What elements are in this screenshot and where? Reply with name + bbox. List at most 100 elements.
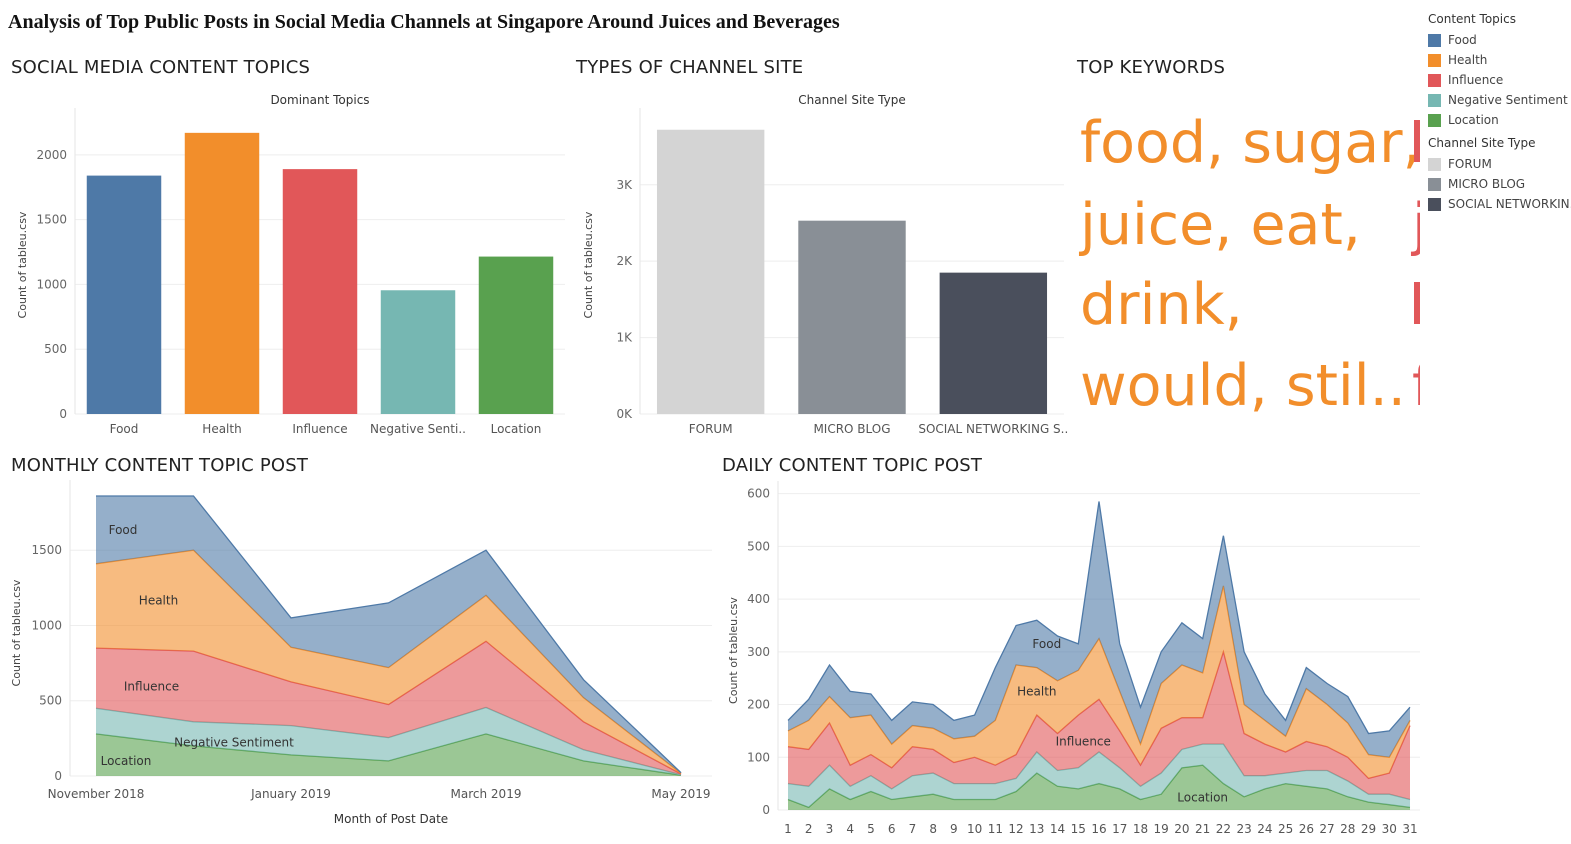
monthly-area-health (96, 550, 681, 774)
legend-label: FORUM (1448, 157, 1492, 171)
daily-xtick-label: 7 (909, 822, 917, 836)
channel-ytick-label: 1K (616, 331, 633, 345)
daily-xtick-label: 25 (1278, 822, 1293, 836)
daily-xtick-label: 27 (1319, 822, 1334, 836)
monthly-area-food (96, 496, 681, 774)
daily-xtick-label: 14 (1050, 822, 1065, 836)
daily-xtick-label: 11 (988, 822, 1003, 836)
top-keywords-wordcloud: food, sugar, juice, eat, drink, would, stil… (1078, 88, 1420, 418)
topics-ytick-label: 2000 (36, 148, 67, 162)
daily-ytick-label: 400 (747, 592, 770, 606)
daily-xtick-label: 12 (1008, 822, 1023, 836)
daily-xtick-label: 8 (929, 822, 937, 836)
legend-label: MICRO BLOG (1448, 177, 1526, 191)
topics-bar-negative-senti (380, 290, 456, 414)
monthly-xtick-label: January 2019 (250, 787, 331, 801)
daily-xtick-label: 29 (1361, 822, 1376, 836)
daily-xtick-label: 20 (1174, 822, 1189, 836)
topics-bar-location (478, 256, 554, 414)
monthly-series-label: Food (109, 523, 138, 537)
monthly-series-label: Health (139, 594, 178, 608)
daily-xtick-label: 10 (967, 822, 982, 836)
channel-category-label: FORUM (689, 422, 733, 436)
channel-bar-social-networking-s (939, 272, 1048, 414)
legend-channel-micro-blog[interactable]: MICRO BLOG (1428, 174, 1571, 194)
daily-xtick-label: 22 (1216, 822, 1231, 836)
topics-ytick-label: 1000 (36, 277, 67, 291)
legend-topic-food[interactable]: Food (1428, 30, 1571, 50)
topics-category-label: Influence (292, 422, 347, 436)
daily-xtick-label: 5 (867, 822, 875, 836)
topics-category-label: Food (110, 422, 139, 436)
legend-topic-location[interactable]: Location (1428, 110, 1571, 130)
daily-ytick-label: 200 (747, 698, 770, 712)
daily-xtick-label: 19 (1154, 822, 1169, 836)
keyword-clipped: j (1412, 192, 1420, 258)
topics-bar-influence (282, 169, 358, 414)
legend-topics-title: Content Topics (1428, 12, 1516, 26)
daily-area-food (788, 501, 1410, 758)
legend-label: Influence (1448, 73, 1504, 87)
channel-ytick-label: 3K (616, 178, 633, 192)
legend-channel-social-networkin[interactable]: SOCIAL NETWORKIN.. (1428, 194, 1571, 214)
keyword-line: drink, (1080, 272, 1243, 338)
topics-category-label: Health (202, 422, 241, 436)
topics-ytick-label: 500 (44, 342, 67, 356)
legend-panel: Content Topics Food Health Influence Negati… (1428, 10, 1571, 214)
topics-category-label: Location (491, 422, 542, 436)
keyword-line: juice, eat, (1080, 192, 1361, 258)
channel-y-axis-label: Count of tableu.csv (582, 211, 595, 318)
monthly-xtick-label: May 2019 (651, 787, 710, 801)
daily-xtick-label: 4 (846, 822, 854, 836)
legend-swatch (1428, 113, 1441, 127)
legend-swatch (1428, 53, 1441, 67)
legend-channel-forum[interactable]: FORUM (1428, 154, 1571, 174)
legend-topic-health[interactable]: Health (1428, 50, 1571, 70)
daily-xtick-label: 31 (1402, 822, 1417, 836)
monthly-xtick-label: November 2018 (48, 787, 145, 801)
legend-topic-influence[interactable]: Influence (1428, 70, 1571, 90)
topics-bar-health (184, 132, 260, 414)
daily-xtick-label: 16 (1091, 822, 1106, 836)
monthly-area-negative-sentiment (96, 707, 681, 776)
monthly-y-axis-label: Count of tableu.csv (10, 579, 23, 686)
daily-area-negative-sentiment (788, 744, 1410, 808)
topics-category-label: Negative Senti.. (370, 422, 466, 436)
topics-ytick-label: 0 (59, 407, 67, 421)
topics-bar-food (86, 175, 162, 414)
section-title-channel: TYPES OF CHANNEL SITE (576, 57, 804, 78)
daily-area-health (788, 585, 1410, 779)
channel-bar-micro-blog (798, 220, 906, 414)
daily-area-location (788, 765, 1410, 810)
daily-series-label: Influence (1056, 734, 1111, 748)
daily-xtick-label: 28 (1340, 822, 1355, 836)
legend-label: Health (1448, 53, 1488, 67)
keyword-line: food, sugar, (1080, 110, 1420, 176)
daily-line-food (787, 501, 1411, 735)
daily-xtick-label: 17 (1112, 822, 1127, 836)
daily-xtick-label: 15 (1071, 822, 1086, 836)
monthly-ytick-label: 1500 (31, 543, 62, 557)
legend-label: Negative Sentiment (1448, 93, 1568, 107)
daily-xtick-label: 6 (888, 822, 896, 836)
monthly-area-location (96, 733, 681, 776)
section-title-daily: DAILY CONTENT TOPIC POST (722, 455, 983, 476)
daily-xtick-label: 23 (1236, 822, 1251, 836)
legend-label: SOCIAL NETWORKIN.. (1448, 197, 1571, 211)
daily-xtick-label: 26 (1299, 822, 1314, 836)
daily-xtick-label: 30 (1382, 822, 1397, 836)
monthly-series-label: Location (101, 754, 152, 768)
monthly-line-food (96, 495, 682, 774)
keyword-clipped-mark (1414, 120, 1420, 162)
monthly-ytick-label: 1000 (31, 618, 62, 632)
daily-series-label: Health (1017, 684, 1056, 698)
daily-y-axis-label: Count of tableu.csv (727, 597, 740, 704)
legend-swatch (1428, 73, 1441, 87)
dashboard-title: Analysis of Top Public Posts in Social M… (8, 11, 840, 33)
legend-topic-negative-sentiment[interactable]: Negative Sentiment (1428, 90, 1571, 110)
monthly-x-axis-label: Month of Post Date (334, 812, 448, 826)
legend-swatch (1428, 93, 1441, 107)
monthly-ytick-label: 500 (39, 694, 62, 708)
daily-xtick-label: 3 (826, 822, 834, 836)
daily-ytick-label: 300 (747, 645, 770, 659)
